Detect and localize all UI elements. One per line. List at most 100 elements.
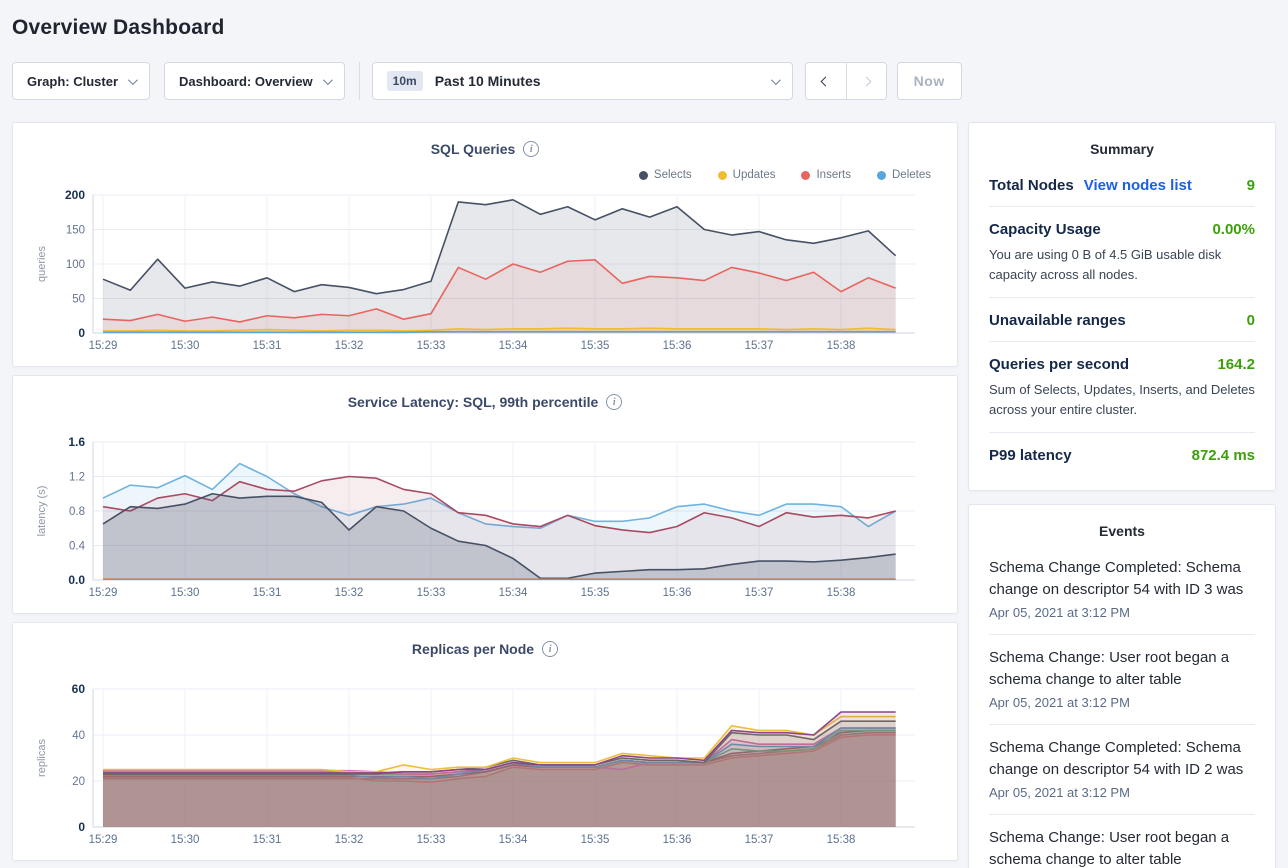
svg-text:queries: queries (36, 245, 48, 282)
svg-text:15:30: 15:30 (171, 340, 200, 352)
chart-title-replicas-per-node: Replicas per Node (411, 641, 535, 657)
event-timestamp: Apr 05, 2021 at 3:12 PM (989, 695, 1130, 710)
legend-item-selects[interactable]: Selects (638, 165, 692, 185)
service-latency-chart-plot[interactable]: 0.0 0.4 0.8 1.2 1.6 15:29 15:30 15:31 15:32 15:33… (29, 432, 941, 606)
svg-text:15:30: 15:30 (171, 587, 200, 599)
summary-row-subtext: You are using 0 B of 4.5 GiB usable disk… (989, 247, 1222, 282)
svg-text:15:38: 15:38 (827, 834, 856, 846)
summary-row: Total Nodes View nodes list 9 (989, 163, 1255, 207)
toolbar: Graph: Cluster Dashboard: Overview 10m P… (12, 62, 1276, 100)
legend-item-deletes[interactable]: Deletes (877, 165, 931, 185)
view-nodes-list-link[interactable]: View nodes list (1083, 177, 1192, 194)
chevron-left-icon (820, 76, 831, 86)
now-button[interactable]: Now (896, 62, 962, 100)
event-message: Schema Change: User root began a schema … (989, 649, 1230, 688)
svg-text:0.0: 0.0 (68, 573, 85, 587)
svg-text:15:31: 15:31 (253, 834, 282, 846)
summary-row: Unavailable ranges 0 (989, 298, 1255, 342)
event-message: Schema Change Completed: Schema change o… (989, 559, 1244, 598)
event-message: Schema Change Completed: Schema change o… (989, 739, 1244, 778)
svg-text:15:36: 15:36 (663, 834, 692, 846)
svg-text:15:38: 15:38 (827, 587, 856, 599)
svg-text:15:36: 15:36 (663, 340, 692, 352)
info-icon[interactable]: i (606, 394, 623, 410)
svg-text:15:31: 15:31 (253, 587, 282, 599)
summary-row: Capacity Usage 0.00% You are using 0 B of … (989, 207, 1255, 298)
summary-row: P99 latency 872.4 ms (989, 433, 1255, 476)
legend-label: Inserts (816, 169, 851, 181)
svg-text:200: 200 (65, 188, 85, 202)
event-timestamp: Apr 05, 2021 at 3:12 PM (989, 785, 1130, 800)
legend-label: Selects (653, 169, 692, 181)
svg-text:15:37: 15:37 (745, 340, 774, 352)
toolbar-divider (358, 62, 360, 100)
time-range-picker[interactable]: 10m Past 10 Minutes (371, 62, 793, 100)
summary-row-label: P99 latency (989, 447, 1072, 464)
previous-range-button[interactable] (805, 63, 846, 99)
event-list-item[interactable]: Schema Change Completed: Schema change o… (989, 545, 1255, 635)
replicas-per-node-chart-plot[interactable]: 0 20 40 60 15:29 15:30 15:31 15:32 15:33 15:34 15:… (29, 679, 941, 853)
events-panel: Events Schema Change Completed: Schema c… (968, 504, 1276, 868)
dashboard-selector-label: Dashboard: Overview (179, 73, 313, 89)
svg-text:0: 0 (78, 326, 85, 340)
summary-row-label: Queries per second (989, 356, 1130, 373)
svg-text:0: 0 (78, 820, 85, 834)
sql-queries-chart-plot[interactable]: 0 50 100 150 200 15:29 15:30 15:31 15:32 15:33 15:… (29, 185, 941, 359)
summary-row-value: 164.2 (1217, 356, 1255, 373)
summary-row-value: 0 (1246, 312, 1255, 329)
summary-row-label: Total Nodes (989, 177, 1074, 194)
svg-text:15:33: 15:33 (417, 340, 446, 352)
chart-title-service-latency: Service Latency: SQL, 99th percentile (347, 394, 599, 410)
svg-text:15:30: 15:30 (171, 834, 200, 846)
legend-item-updates[interactable]: Updates (717, 165, 776, 185)
svg-text:15:34: 15:34 (499, 340, 528, 352)
summary-panel: Summary Total Nodes View nodes list 9 Capac… (968, 122, 1276, 491)
legend-item-inserts[interactable]: Inserts (801, 165, 851, 185)
svg-text:60: 60 (72, 682, 86, 696)
svg-text:150: 150 (66, 225, 85, 237)
svg-text:1.2: 1.2 (69, 472, 85, 484)
graph-selector-label: Graph: Cluster (27, 73, 119, 89)
svg-text:15:35: 15:35 (581, 587, 610, 599)
svg-text:replicas: replicas (36, 739, 48, 777)
summary-row: Queries per second 164.2 Sum of Selects, U… (989, 342, 1255, 433)
time-range-badge: 10m (386, 71, 423, 91)
time-step-buttons (804, 62, 887, 100)
event-list-item[interactable]: Schema Change: User root began a schema … (989, 635, 1255, 725)
dashboard-selector-dropdown[interactable]: Dashboard: Overview (164, 62, 345, 100)
legend-label: Updates (732, 169, 776, 181)
svg-text:100: 100 (66, 259, 85, 271)
time-range-label: Past 10 Minutes (434, 73, 541, 89)
chevron-down-icon (322, 74, 333, 85)
sql-queries-chart-card: SQL Queries i Selects Updates Inserts Delet… (12, 122, 958, 367)
chart-legend: Selects Updates Inserts Deletes (29, 165, 931, 185)
svg-text:40: 40 (72, 730, 85, 742)
summary-title: Summary (1090, 141, 1154, 157)
event-list-item[interactable]: Schema Change: User root began a schema … (989, 815, 1255, 868)
svg-text:15:33: 15:33 (417, 587, 446, 599)
svg-text:15:35: 15:35 (581, 340, 610, 352)
next-range-button[interactable] (845, 63, 886, 99)
summary-row-value: 872.4 ms (1191, 447, 1255, 464)
svg-text:15:29: 15:29 (89, 834, 118, 846)
svg-text:15:37: 15:37 (745, 834, 774, 846)
sidebar-column: Summary Total Nodes View nodes list 9 Capac… (968, 122, 1276, 868)
event-timestamp: Apr 05, 2021 at 3:12 PM (989, 605, 1130, 620)
svg-text:20: 20 (72, 776, 85, 788)
summary-row-value: 0.00% (1212, 221, 1255, 238)
service-latency-chart-card: Service Latency: SQL, 99th percentile i … (12, 375, 958, 614)
summary-row-subtext: Sum of Selects, Updates, Inserts, and De… (989, 382, 1255, 417)
svg-text:15:31: 15:31 (253, 340, 282, 352)
svg-text:15:34: 15:34 (499, 834, 528, 846)
svg-text:0.4: 0.4 (69, 541, 86, 553)
chevron-down-icon (127, 74, 138, 85)
info-icon[interactable]: i (523, 141, 540, 157)
info-icon[interactable]: i (542, 641, 559, 657)
events-title: Events (1099, 523, 1145, 539)
svg-text:50: 50 (72, 294, 85, 306)
chart-title-sql-queries: SQL Queries (430, 141, 516, 157)
graph-selector-dropdown[interactable]: Graph: Cluster (12, 62, 151, 100)
chevron-right-icon (861, 76, 872, 86)
legend-dot-icon (717, 170, 727, 180)
event-list-item[interactable]: Schema Change Completed: Schema change o… (989, 725, 1255, 815)
